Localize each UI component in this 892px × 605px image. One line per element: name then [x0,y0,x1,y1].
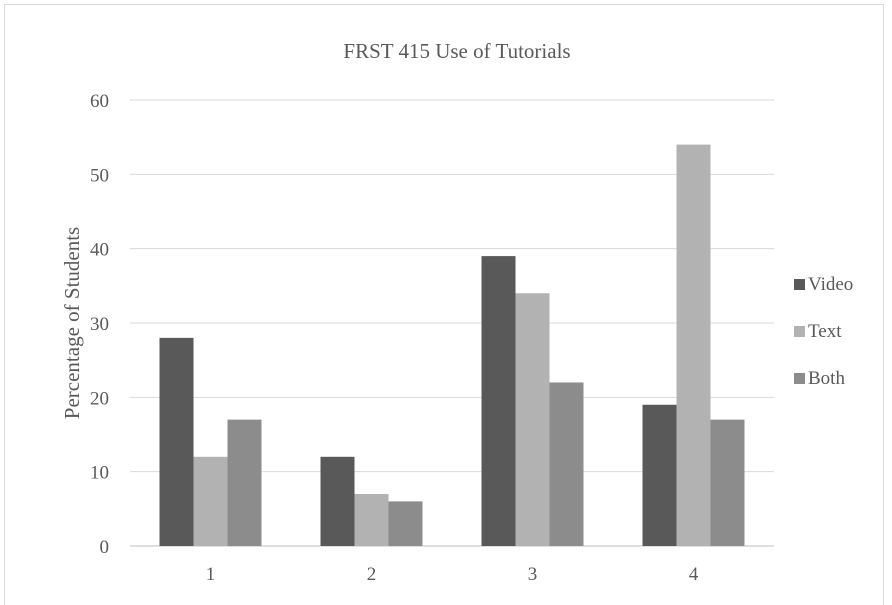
bar-video [320,456,355,546]
x-tick-label: 3 [528,564,538,585]
y-tick-label: 30 [90,314,109,335]
y-tick-label: 20 [90,388,109,409]
x-tick-label: 2 [367,564,377,585]
y-tick-label: 0 [100,537,110,558]
bar-text [676,144,711,546]
bar-both [710,419,745,546]
bar-both [227,419,262,546]
legend-swatch [794,279,805,290]
y-tick-label: 50 [90,165,109,186]
legend-label: Video [808,274,853,295]
legend-swatch [794,373,805,384]
y-tick-label: 60 [90,91,109,112]
bar-both [549,382,584,546]
y-tick-label: 40 [90,240,109,261]
bars [159,144,745,546]
legend-label: Both [808,368,845,389]
x-axis-ticks: 1 2 3 4 [206,564,699,585]
bar-text [515,293,550,546]
legend-swatch [794,326,805,337]
bar-text [354,493,389,546]
legend: Video Text Both [794,274,853,389]
x-tick-label: 4 [689,564,699,585]
legend-label: Text [808,321,842,342]
y-axis-ticks: 0 10 20 30 40 50 60 [90,91,109,558]
y-axis-title: Percentage of Students [60,227,84,419]
bar-video [481,256,516,546]
bar-video [642,404,677,546]
chart-title: FRST 415 Use of Tutorials [343,39,570,63]
bar-text [193,456,228,546]
y-tick-label: 10 [90,463,109,484]
bar-both [388,501,423,546]
bar-video [159,337,194,546]
x-tick-label: 1 [206,564,216,585]
